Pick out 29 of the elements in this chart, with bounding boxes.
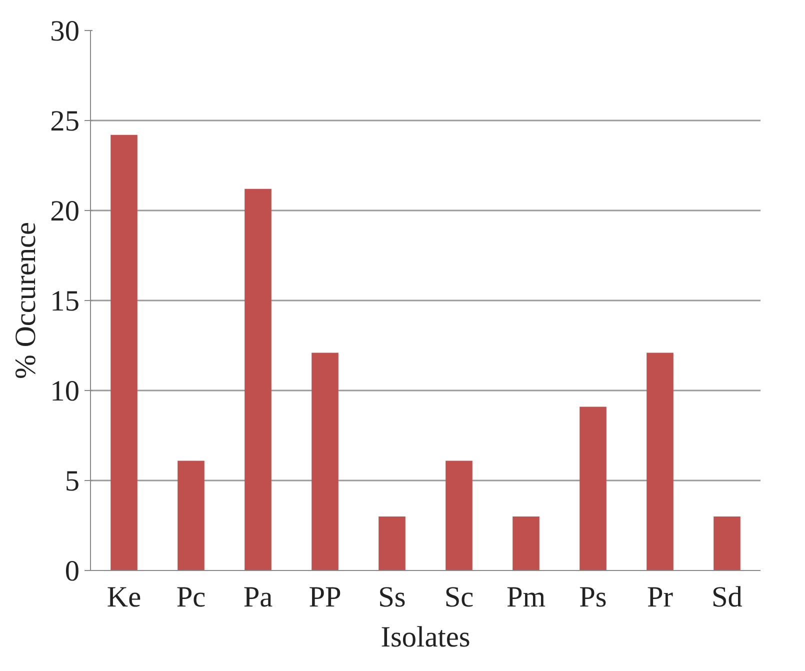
x-tick-label: Ss	[378, 582, 406, 614]
x-axis-title: Isolates	[380, 622, 470, 654]
x-tick-label: Sd	[712, 582, 743, 614]
bar	[446, 460, 472, 570]
x-tick-label: Ps	[579, 582, 607, 614]
bar	[714, 516, 740, 570]
x-tick-label: Pr	[646, 582, 674, 614]
bar	[512, 516, 540, 570]
y-tick-label: 15	[50, 286, 80, 318]
x-tick-label: Pm	[506, 582, 546, 614]
bar	[646, 352, 674, 570]
y-tick-label: 20	[50, 196, 80, 228]
x-tick-label: PP	[308, 582, 342, 614]
x-tick-label: Pc	[176, 582, 206, 614]
bar	[178, 460, 204, 570]
y-tick-label: 0	[64, 556, 80, 588]
bar	[312, 352, 338, 570]
y-axis-title: % Occurence	[10, 222, 42, 380]
y-tick-label: 30	[50, 16, 80, 48]
bar	[244, 188, 272, 570]
y-tick-label: 25	[50, 106, 80, 138]
x-tick-label: Sc	[444, 582, 474, 614]
bar	[580, 406, 606, 570]
y-tick-label: 10	[50, 376, 80, 408]
x-tick-label: Ke	[106, 582, 142, 614]
x-tick-label: Pa	[243, 582, 273, 614]
y-tick-label: 5	[64, 466, 80, 498]
bar	[378, 516, 406, 570]
bar	[110, 134, 138, 570]
